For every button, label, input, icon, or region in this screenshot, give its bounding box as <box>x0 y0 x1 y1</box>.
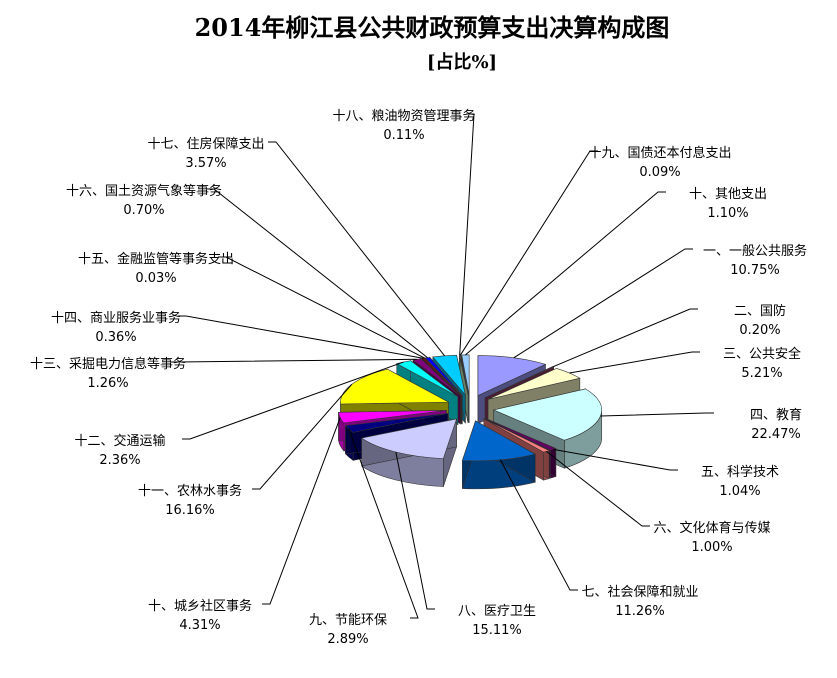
pie-slice <box>360 418 457 487</box>
slice-label: 十一、农林水事务 16.16% <box>138 483 242 518</box>
slice-label: 二、国防 0.20% <box>734 303 786 338</box>
slice-label: 十、城乡社区事务 4.31% <box>148 598 252 633</box>
leader-line <box>262 417 341 605</box>
slice-label: 十七、住房保障支出 3.57% <box>147 136 264 171</box>
slice-label: 十八、粮油物资管理事务 0.11% <box>332 108 475 143</box>
leader-line <box>513 248 693 359</box>
slice-label: 九、节能环保 2.89% <box>309 613 387 647</box>
chart-title: 2014年柳江县公共财政预算支出决算构成图 <box>195 13 670 42</box>
slice-label: 五、科学技术 1.04% <box>701 464 779 499</box>
slice-label: 四、教育 22.47% <box>750 407 802 442</box>
leader-line <box>182 361 404 440</box>
slice-label: 十三、采掘电力信息等事务 1.26% <box>30 356 186 391</box>
pie-slice <box>461 420 537 490</box>
slice-label: 十九、国债还本付息支出 0.09% <box>588 145 731 180</box>
leader-line <box>465 191 666 356</box>
slice-label: 八、医疗卫生 15.11% <box>458 604 536 638</box>
chart-subtitle: [占比%] <box>427 51 497 73</box>
leader-line <box>546 450 650 527</box>
leader-line <box>170 358 417 363</box>
leader-line <box>460 150 598 356</box>
leader-line <box>600 412 714 417</box>
leader-line <box>499 459 578 591</box>
leader-line <box>218 256 425 359</box>
slice-labels: 一、一般公共服务 10.75% 二、国防 0.20% 三、公共安全 5.21% 四、教育 22… <box>30 108 807 647</box>
slice-label: 十、其他支出 1.10% <box>689 187 767 221</box>
slice-label: 十五、金融监管等事务支出 0.03% <box>78 251 234 286</box>
leader-line <box>268 141 445 357</box>
leader-line <box>395 451 435 610</box>
slice-label: 十六、国土资源气象等事务 0.70% <box>66 183 222 218</box>
leader-line <box>178 315 424 359</box>
leader-line <box>459 113 475 355</box>
slice-label: 七、社会保障和就业 11.26% <box>581 584 698 619</box>
slice-label: 三、公共安全 5.21% <box>723 346 801 381</box>
leader-line <box>569 351 700 374</box>
slice-label: 十二、交通运输 2.36% <box>74 433 165 468</box>
leader-lines <box>170 113 714 619</box>
leader-line <box>552 308 698 368</box>
slice-label: 一、一般公共服务 10.75% <box>703 243 807 278</box>
leader-line <box>348 428 419 619</box>
pie-slices <box>338 354 603 490</box>
slice-label: 十四、商业服务业事务 0.36% <box>51 310 181 345</box>
leader-line <box>252 384 353 490</box>
leader-line <box>206 188 428 359</box>
slice-label: 六、文化体育与传媒 1.00% <box>653 520 770 555</box>
leader-line <box>553 448 678 471</box>
